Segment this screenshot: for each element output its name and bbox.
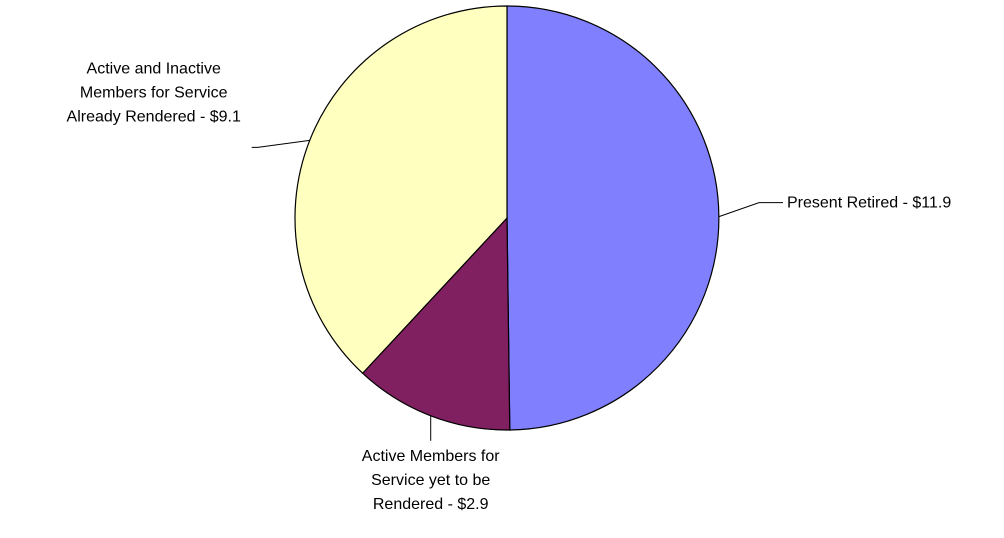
slice-label-line: Members for Service [80,84,228,101]
pie-slices [294,5,720,431]
slice-label-line: Already Rendered - $9.1 [67,108,241,125]
slice-labels: Present Retired - $11.9 Active Members fo… [67,60,952,512]
slice-label-present-retired-11-9: Present Retired - $11.9 [787,195,951,212]
leader-lines [251,139,783,441]
slice-label-line: Rendered - $2.9 [373,496,489,513]
leader-line-present-retired-11-9 [718,202,783,218]
slice-label-active-and-inactive: Active and Inactive Members for Service Al… [67,60,241,125]
slice-label-line: Active and Inactive [87,60,221,77]
leader-line-active-and-inactive [251,139,310,148]
slice-label-line: Service yet to be [371,472,490,489]
slice-label-line: Active Members for [362,448,500,465]
pie-slice-present-retired-11-9 [506,5,720,431]
slice-label-active-members-for: Active Members for Service yet to be Rende… [362,448,500,513]
slice-label-line: Present Retired - $11.9 [787,195,951,212]
